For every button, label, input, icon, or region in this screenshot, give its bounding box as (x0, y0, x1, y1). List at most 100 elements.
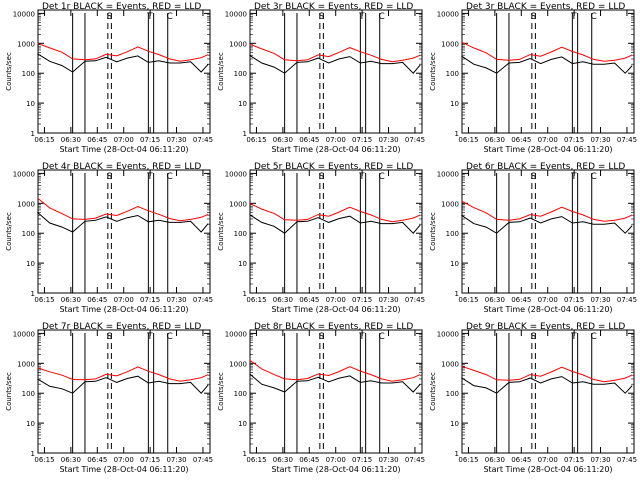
x-tick-label: 07:00 (538, 296, 558, 304)
x-tick-label: 06:30 (485, 456, 505, 464)
x-tick-label: 07:00 (326, 136, 346, 144)
x-tick-label: 06:45 (511, 296, 531, 304)
panel-det-7: Det 7r BLACK = Events, RED = LLD 1 10 100 10… (5, 322, 213, 474)
y-tick-label: 1 (243, 450, 247, 458)
plot-frame (249, 329, 423, 454)
x-tick-label: 07:00 (538, 136, 558, 144)
y-tick-label: 1000 (17, 40, 35, 48)
panel-det-8: Det 8r BLACK = Events, RED = LLD 1 10 100 10… (217, 322, 425, 474)
x-tick-label: 06:30 (273, 136, 293, 144)
plot-frame (249, 169, 423, 294)
y-axis-label: Counts/sec (5, 372, 13, 411)
x-tick-label: 06:30 (61, 456, 81, 464)
marker-label-S: S (319, 172, 325, 182)
y-tick-label: 100 (446, 390, 459, 398)
y-tick-label: 10 (238, 420, 247, 428)
lld-series-line (249, 43, 421, 63)
y-tick-label: 10000 (437, 10, 459, 18)
lld-series-line (249, 359, 421, 382)
y-tick-label: 1000 (17, 360, 35, 368)
marker-label-S: S (531, 332, 537, 342)
marker-label-T: T (570, 12, 577, 22)
x-tick-label: 07:30 (378, 456, 398, 464)
x-axis-label: Start Time (28-Oct-04 06:11:20) (483, 305, 612, 314)
x-tick-label: 06:45 (511, 136, 531, 144)
marker-label-T: T (570, 172, 577, 182)
events-series-line (37, 53, 209, 73)
y-tick-label: 1000 (229, 40, 247, 48)
x-tick-label: 07:45 (617, 136, 637, 144)
y-tick-label: 1000 (229, 200, 247, 208)
x-tick-label: 07:00 (114, 456, 134, 464)
y-tick-label: 1000 (441, 200, 459, 208)
y-tick-label: 10000 (437, 170, 459, 178)
x-axis-label: Start Time (28-Oct-04 06:11:20) (483, 465, 612, 474)
x-axis-label: Start Time (28-Oct-04 06:11:20) (483, 145, 612, 154)
x-axis-label: Start Time (28-Oct-04 06:11:20) (59, 305, 188, 314)
x-tick-label: 07:45 (193, 456, 213, 464)
y-tick-label: 1000 (17, 200, 35, 208)
x-tick-label: 06:15 (458, 136, 478, 144)
marker-label-T: T (358, 172, 365, 182)
events-series-line (249, 373, 421, 393)
x-tick-label: 07:30 (166, 136, 186, 144)
y-axis-label: Counts/sec (217, 52, 225, 91)
y-tick-label: 1 (243, 130, 247, 138)
lld-series-line (249, 202, 421, 223)
marker-label-S: S (107, 172, 113, 182)
y-tick-label: 10000 (13, 170, 35, 178)
y-tick-label: 100 (234, 390, 247, 398)
x-tick-label: 06:45 (299, 296, 319, 304)
panel-det-2: Det 3r BLACK = Events, RED = LLD 1 10 100 10… (217, 2, 425, 154)
x-tick-label: 06:45 (299, 456, 319, 464)
panel-title: Det 5r BLACK = Events, RED = LLD (254, 162, 413, 172)
marker-label-C: C (590, 172, 596, 182)
x-tick-label: 06:15 (246, 296, 266, 304)
panel-det-3: Det 3r BLACK = Events, RED = LLD 1 10 100 10… (429, 2, 637, 154)
x-tick-label: 07:15 (564, 136, 584, 144)
x-tick-label: 07:30 (590, 296, 610, 304)
marker-label-T: T (358, 332, 365, 342)
x-tick-label: 07:30 (166, 456, 186, 464)
y-axis-label: Counts/sec (5, 212, 13, 251)
marker-label-T: T (146, 332, 153, 342)
y-tick-label: 100 (22, 70, 35, 78)
events-series-line (37, 211, 209, 233)
y-tick-label: 100 (22, 390, 35, 398)
x-tick-label: 07:00 (114, 296, 134, 304)
y-tick-label: 10 (238, 100, 247, 108)
y-tick-label: 10000 (13, 330, 35, 338)
panel-title: Det 6r BLACK = Events, RED = LLD (466, 162, 625, 172)
x-tick-label: 07:45 (193, 296, 213, 304)
x-tick-label: 07:15 (352, 456, 372, 464)
y-tick-label: 10000 (225, 170, 247, 178)
x-axis-label: Start Time (28-Oct-04 06:11:20) (271, 145, 400, 154)
panel-det-6: Det 6r BLACK = Events, RED = LLD 1 10 100 10… (429, 162, 637, 314)
panel-det-5: Det 5r BLACK = Events, RED = LLD 1 10 100 10… (217, 162, 425, 314)
marker-label-S: S (319, 12, 325, 22)
lld-series-line (37, 197, 209, 222)
marker-label-C: C (378, 332, 384, 342)
y-axis-label: Counts/sec (5, 52, 13, 91)
x-tick-label: 07:30 (590, 136, 610, 144)
y-tick-label: 10 (450, 260, 459, 268)
marker-label-S: S (531, 172, 537, 182)
events-series-line (249, 214, 421, 234)
marker-label-C: C (378, 172, 384, 182)
marker-label-C: C (166, 12, 172, 22)
x-tick-label: 07:30 (378, 136, 398, 144)
y-tick-label: 10000 (437, 330, 459, 338)
panel-title: Det 4r BLACK = Events, RED = LLD (42, 162, 201, 172)
lld-series-line (461, 41, 633, 62)
x-tick-label: 06:15 (458, 296, 478, 304)
x-tick-label: 06:30 (61, 136, 81, 144)
y-tick-label: 10000 (225, 330, 247, 338)
y-axis-label: Counts/sec (217, 372, 225, 411)
x-tick-label: 07:15 (564, 456, 584, 464)
y-axis-label: Counts/sec (217, 212, 225, 251)
x-tick-label: 07:15 (564, 296, 584, 304)
x-tick-label: 07:30 (590, 456, 610, 464)
x-tick-label: 06:15 (246, 136, 266, 144)
y-tick-label: 1000 (441, 360, 459, 368)
y-tick-label: 10000 (13, 10, 35, 18)
